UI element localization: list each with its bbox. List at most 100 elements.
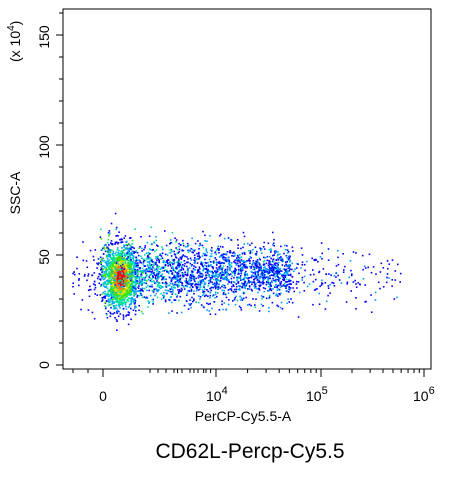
data-point xyxy=(350,269,352,272)
data-point xyxy=(201,288,204,291)
data-point xyxy=(129,286,131,289)
data-point xyxy=(191,275,193,277)
data-point xyxy=(110,288,112,290)
data-point xyxy=(174,299,177,301)
data-point xyxy=(238,254,241,256)
data-point xyxy=(122,275,124,278)
data-point xyxy=(267,268,269,271)
data-point xyxy=(177,289,179,291)
data-point xyxy=(154,282,156,285)
data-point xyxy=(119,313,122,315)
data-point xyxy=(221,289,224,292)
data-point xyxy=(115,258,118,260)
data-point xyxy=(196,272,199,274)
data-point xyxy=(131,287,134,290)
data-point xyxy=(236,276,238,279)
data-point xyxy=(321,279,323,282)
data-point xyxy=(152,301,154,303)
data-point xyxy=(164,289,167,292)
data-point xyxy=(181,265,183,268)
data-point xyxy=(153,267,155,270)
data-point xyxy=(367,266,369,269)
data-point xyxy=(204,271,207,274)
data-point xyxy=(188,303,190,305)
data-point xyxy=(176,296,178,298)
data-point xyxy=(290,283,292,286)
data-point xyxy=(96,277,99,280)
data-point xyxy=(135,306,137,308)
data-point xyxy=(143,279,146,282)
data-point xyxy=(209,264,212,266)
data-point xyxy=(291,301,294,304)
data-point xyxy=(338,279,341,281)
data-point xyxy=(180,257,183,259)
data-point xyxy=(121,267,123,269)
data-point xyxy=(197,276,199,278)
data-point xyxy=(257,291,259,294)
data-point xyxy=(185,246,187,248)
data-point xyxy=(109,275,111,277)
data-point xyxy=(109,311,111,314)
data-point xyxy=(186,292,189,294)
data-point xyxy=(268,289,270,292)
data-point xyxy=(198,253,200,255)
data-point xyxy=(139,267,141,270)
data-point xyxy=(167,271,170,273)
data-point xyxy=(128,287,130,289)
data-point xyxy=(116,256,119,259)
data-point xyxy=(279,270,281,272)
data-point xyxy=(200,281,202,283)
data-point xyxy=(141,257,143,259)
data-point xyxy=(190,265,193,267)
data-point xyxy=(268,277,270,280)
data-point xyxy=(115,269,118,271)
data-point xyxy=(262,273,265,276)
data-point xyxy=(166,259,169,261)
data-point xyxy=(284,276,287,278)
data-point xyxy=(117,242,120,244)
data-point xyxy=(130,318,132,321)
data-point xyxy=(116,265,119,268)
data-point xyxy=(282,268,285,270)
data-point xyxy=(176,252,178,255)
data-point xyxy=(88,289,91,291)
data-point xyxy=(236,299,238,302)
data-point xyxy=(357,282,359,284)
data-point xyxy=(255,285,257,288)
data-point xyxy=(206,302,208,305)
data-point xyxy=(345,301,348,303)
data-point xyxy=(247,277,249,280)
data-point xyxy=(114,301,116,303)
data-point xyxy=(129,285,131,287)
data-point xyxy=(141,278,144,281)
data-point xyxy=(116,257,118,259)
data-point xyxy=(137,290,139,292)
data-point xyxy=(165,282,168,284)
data-point xyxy=(132,287,134,290)
data-point xyxy=(250,304,252,307)
data-point xyxy=(188,282,191,284)
data-point xyxy=(141,284,143,286)
data-point xyxy=(105,283,108,286)
data-point xyxy=(91,274,93,277)
data-point xyxy=(277,295,279,297)
data-point xyxy=(108,301,110,304)
data-point xyxy=(152,276,154,278)
data-point xyxy=(155,272,158,275)
data-point xyxy=(169,242,172,244)
data-point xyxy=(157,245,159,247)
data-point xyxy=(104,286,106,288)
data-point xyxy=(303,263,306,266)
data-point xyxy=(391,285,393,287)
data-point xyxy=(204,277,206,280)
data-point xyxy=(107,310,110,312)
data-point xyxy=(267,271,269,273)
data-point xyxy=(184,262,186,265)
data-point xyxy=(126,266,129,269)
data-point xyxy=(104,277,106,280)
data-point xyxy=(216,282,218,285)
data-point xyxy=(170,286,173,288)
data-point xyxy=(280,256,282,258)
data-point xyxy=(154,263,157,265)
data-point xyxy=(260,265,262,267)
